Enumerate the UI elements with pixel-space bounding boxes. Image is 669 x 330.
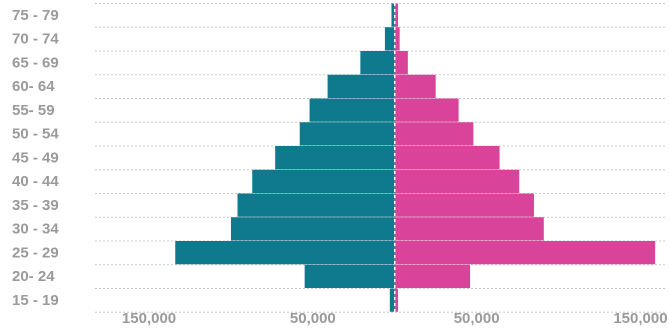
x-tick-labels: 150,000 50,000 50,000 150,000: [122, 310, 668, 327]
bar-right-11: [394, 241, 656, 265]
bar-right-9: [394, 193, 534, 217]
bar-left-7: [275, 146, 395, 170]
bar-right-6: [394, 122, 474, 146]
age-group-label: 45 - 49: [12, 149, 59, 166]
bar-left-3: [360, 51, 395, 75]
age-group-label: 40 - 44: [12, 173, 59, 190]
age-group-label: 60- 64: [12, 78, 55, 95]
bar-left-2: [384, 27, 395, 51]
bar-left-8: [252, 169, 395, 193]
age-group-label: 65 - 69: [12, 54, 59, 71]
age-group-label: 25 - 29: [12, 244, 59, 261]
age-group-label: 55- 59: [12, 102, 55, 119]
x-tick-label: 150,000: [122, 310, 176, 327]
bar-left-9: [237, 193, 395, 217]
age-group-label: 15 - 19: [12, 292, 59, 309]
bar-right-13: [394, 288, 399, 312]
bar-left-6: [299, 122, 395, 146]
bar-right-4: [394, 74, 436, 98]
age-group-label: 70 - 74: [12, 31, 59, 48]
bar-left-13: [389, 288, 395, 312]
bar-right-5: [394, 98, 459, 122]
bar-left-11: [175, 241, 395, 265]
bar-right-10: [394, 217, 544, 241]
bar-left-1: [391, 3, 395, 27]
bar-right-1: [394, 3, 399, 27]
age-group-labels: 75 - 79 70 - 74 65 - 69 60- 64 55- 59 50 - 54…: [12, 7, 59, 309]
bar-right-2: [394, 27, 400, 51]
bar-left-10: [230, 217, 395, 241]
bar-left-12: [304, 264, 395, 288]
age-group-label: 75 - 79: [12, 7, 59, 24]
bar-right-8: [394, 169, 520, 193]
x-tick-label: 50,000: [454, 310, 500, 327]
bars: [175, 3, 656, 312]
age-group-label: 50 - 54: [12, 126, 59, 143]
x-tick-label: 50,000: [290, 310, 336, 327]
x-tick-label: 150,000: [613, 310, 667, 327]
bar-right-3: [394, 51, 408, 75]
age-group-label: 35 - 39: [12, 197, 59, 214]
bar-right-12: [394, 264, 471, 288]
age-group-label: 30 - 34: [12, 221, 59, 238]
bar-left-5: [309, 98, 395, 122]
bar-right-7: [394, 146, 500, 170]
bar-left-4: [327, 74, 395, 98]
age-group-label: 20- 24: [12, 268, 55, 285]
